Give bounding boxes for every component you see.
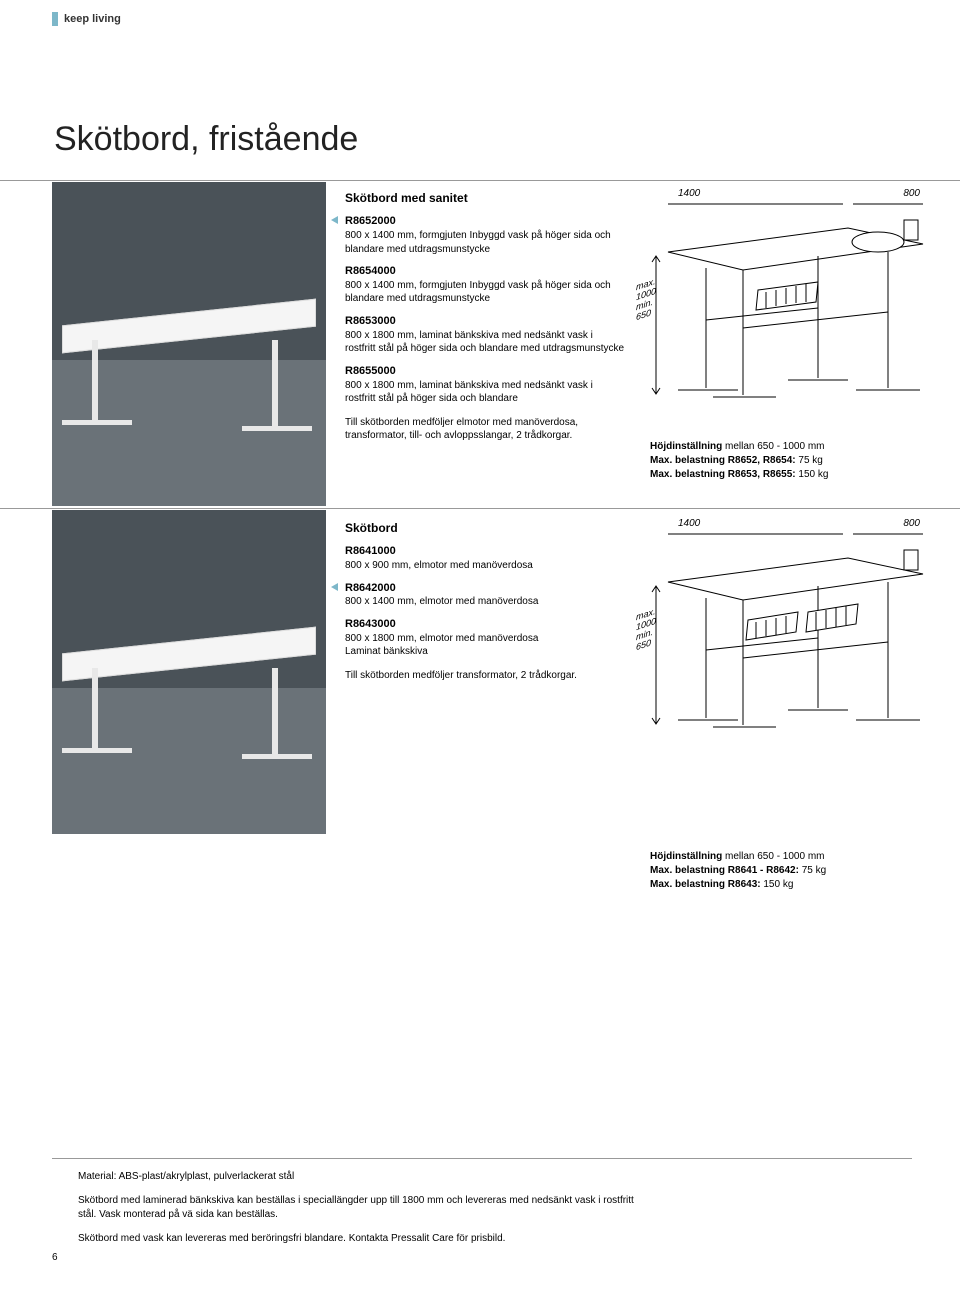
sku-r8652000: R8652000 [345,214,625,229]
divider-1 [0,180,960,181]
desc-r8652000: 800 x 1400 mm, formgjuten Inbyggd vask p… [345,229,625,256]
product-photo-2 [52,510,326,834]
section-1-text: Skötbord med sanitet R8652000 800 x 1400… [345,190,625,443]
diagram-svg [648,190,938,415]
footer-p1: Material: ABS-plast/akrylplast, pulverla… [78,1170,638,1184]
desc-r8653000: 800 x 1800 mm, laminat bänkskiva med ned… [345,329,625,356]
brand-text: keep living [64,13,121,25]
brand-bar-icon [52,12,58,26]
spec1-line1: Höjdinställning mellan 650 - 1000 mm [650,440,930,454]
spec-block-2: Höjdinställning mellan 650 - 1000 mm Max… [650,850,930,892]
sku-r8654000: R8654000 [345,264,625,279]
footer-p2: Skötbord med laminerad bänkskiva kan bes… [78,1194,638,1222]
header: keep living [52,12,121,26]
divider-3 [52,1158,912,1159]
product-photo-1 [52,182,326,506]
dimension-diagram-2: 1400 800 max. 1000 min. 650 [648,520,938,745]
photo-table-shape [62,312,316,422]
dimension-diagram-1: 1400 800 max. 1000 min. 650 [648,190,938,415]
desc-r8643000: 800 x 1800 mm, elmotor med manöverdosa L… [345,632,625,659]
sku-r8653000: R8653000 [345,314,625,329]
footer-block: Material: ABS-plast/akrylplast, pulverla… [78,1170,638,1256]
spec1-line2: Max. belastning R8652, R8654: 75 kg [650,454,930,468]
section-2-heading: Skötbord [345,520,625,536]
desc-r8642000: 800 x 1400 mm, elmotor med manöverdosa [345,595,625,609]
spec2-line1: Höjdinställning mellan 650 - 1000 mm [650,850,930,864]
sku-r8655000: R8655000 [345,364,625,379]
spec-block-1: Höjdinställning mellan 650 - 1000 mm Max… [650,440,930,482]
sku-r8642000: R8642000 [345,581,625,596]
diagram2-svg [648,520,938,745]
section-2-note: Till skötborden medföljer transformator,… [345,669,625,683]
section-2-text: Skötbord R8641000 800 x 900 mm, elmotor … [345,520,625,682]
page-title: Skötbord, fristående [54,120,358,159]
section-1-note: Till skötborden medföljer elmotor med ma… [345,416,625,443]
photo-table-shape-2 [62,640,316,750]
sku-r8643000: R8643000 [345,617,625,632]
sku-r8641000: R8641000 [345,544,625,559]
desc-r8655000: 800 x 1800 mm, laminat bänkskiva med ned… [345,379,625,406]
spec1-line3: Max. belastning R8653, R8655: 150 kg [650,468,930,482]
page-number: 6 [52,1252,58,1263]
divider-2 [0,508,960,509]
spec2-line3: Max. belastning R8643: 150 kg [650,878,930,892]
section-1-heading: Skötbord med sanitet [345,190,625,206]
desc-r8641000: 800 x 900 mm, elmotor med manöverdosa [345,559,625,573]
footer-p3: Skötbord med vask kan levereras med berö… [78,1232,638,1246]
desc-r8654000: 800 x 1400 mm, formgjuten Inbyggd vask p… [345,279,625,306]
spec2-line2: Max. belastning R8641 - R8642: 75 kg [650,864,930,878]
